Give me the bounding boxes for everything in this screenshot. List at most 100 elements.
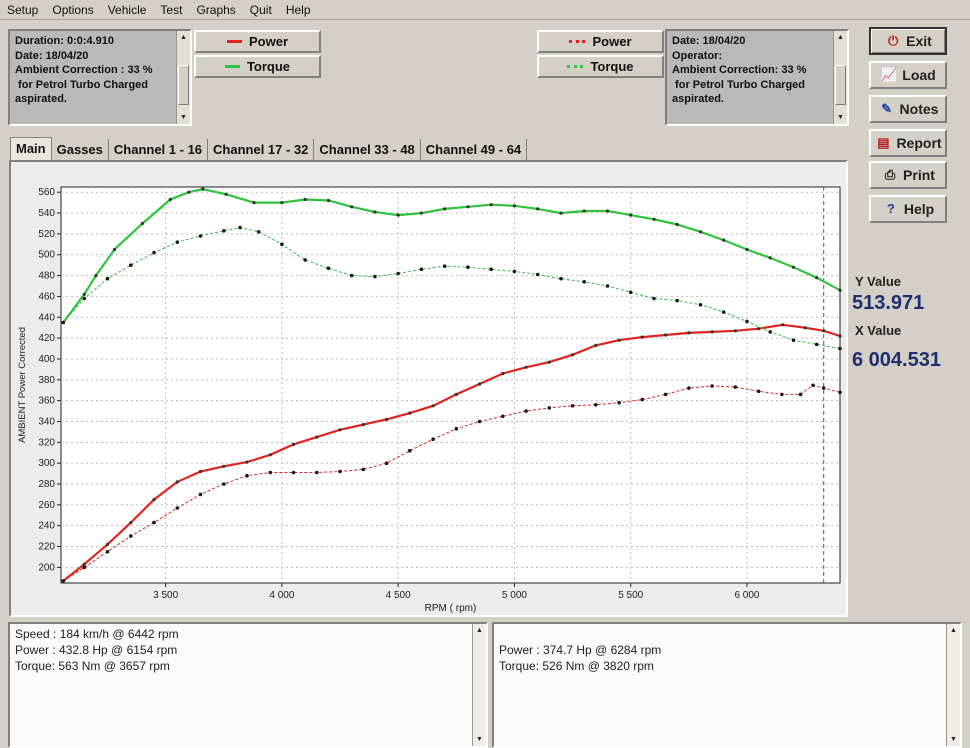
- run-info-right: Date: 18/04/20 Operator: Ambient Correct…: [665, 29, 849, 126]
- data-point: [811, 383, 815, 388]
- data-point: [798, 392, 803, 397]
- x-tick-label: 5 000: [502, 590, 527, 601]
- info-right-line: for Petrol Turbo Charged: [672, 78, 806, 91]
- tab-gasses[interactable]: Gasses: [51, 139, 109, 161]
- data-point: [152, 520, 156, 525]
- help-button[interactable]: ? Help: [869, 195, 947, 223]
- data-point: [198, 234, 203, 238]
- data-point: [628, 290, 633, 295]
- data-point: [82, 292, 86, 296]
- legend-power-button[interactable]: Power: [194, 30, 321, 53]
- data-point: [396, 271, 401, 276]
- data-point: [140, 221, 144, 226]
- data-point: [675, 222, 679, 227]
- menu-help[interactable]: Help: [285, 2, 311, 17]
- scroll-up-icon[interactable]: ▲: [950, 627, 957, 634]
- load-button[interactable]: 📈 Load: [869, 61, 947, 89]
- data-point: [454, 392, 458, 396]
- data-point: [478, 382, 482, 386]
- data-point: [466, 265, 470, 269]
- data-point: [82, 565, 87, 570]
- y-tick-label: 480: [38, 271, 55, 282]
- y-axis-label: AMBIENT Power Corrected: [17, 327, 28, 443]
- data-point: [617, 400, 621, 405]
- scroll-down-icon[interactable]: ▼: [950, 736, 957, 743]
- x-value: 6 004.531: [852, 349, 941, 371]
- tab-channel-33-48[interactable]: Channel 33 - 48: [314, 139, 421, 161]
- menu-test[interactable]: Test: [160, 2, 183, 17]
- x-axis-label: RPM ( rpm): [425, 603, 477, 614]
- data-point: [112, 247, 117, 252]
- data-point: [442, 264, 447, 268]
- tab-channel-49-64[interactable]: Channel 49 - 64: [420, 139, 528, 161]
- data-point: [168, 197, 172, 202]
- scroll-thumb[interactable]: [835, 65, 846, 105]
- plot-area: [60, 186, 841, 584]
- tab-channel-17-32[interactable]: Channel 17 - 32: [208, 139, 315, 161]
- data-point: [838, 334, 842, 338]
- data-point: [303, 258, 308, 262]
- legend-torque-run2-button[interactable]: Torque: [537, 55, 664, 78]
- data-point: [757, 327, 761, 331]
- data-point: [722, 238, 726, 242]
- data-point: [82, 562, 86, 566]
- scroll-down-icon[interactable]: ▼: [476, 736, 483, 743]
- data-point: [791, 265, 796, 269]
- legend-torque-button[interactable]: Torque: [194, 55, 321, 78]
- data-point: [384, 461, 389, 466]
- scroll-up-icon[interactable]: ▲: [180, 34, 187, 41]
- data-point: [629, 213, 633, 217]
- data-point: [791, 338, 796, 342]
- data-point: [524, 409, 528, 413]
- data-point: [431, 404, 435, 408]
- stats-right-scrollbar[interactable]: ▲ ▼: [946, 624, 960, 746]
- y-tick-label: 440: [38, 312, 55, 323]
- exit-icon: ⏻: [888, 33, 899, 48]
- menu-graphs[interactable]: Graphs: [196, 2, 236, 17]
- scroll-down-icon[interactable]: ▼: [837, 114, 844, 121]
- chart-panel: 200 220 240 260 280 300 320 340 360 380 400 420 440 4…: [9, 160, 848, 617]
- legend-power-run2-button[interactable]: Power: [537, 30, 664, 53]
- data-point: [326, 266, 331, 271]
- data-point: [245, 473, 249, 478]
- help-label: Help: [903, 201, 935, 217]
- data-point: [338, 428, 342, 432]
- load-label: Load: [902, 67, 936, 83]
- dyno-chart[interactable]: 200 220 240 260 280 300 320 340 360 380 400 420 440 4…: [11, 162, 846, 615]
- data-point: [152, 250, 156, 255]
- exit-button[interactable]: ⏻ Exit: [869, 27, 947, 55]
- data-point: [252, 201, 256, 205]
- print-button[interactable]: ⎙ Print: [869, 161, 947, 189]
- data-point: [803, 326, 807, 330]
- y-tick-label: 520: [38, 229, 55, 240]
- menu-bar: Setup Options Vehicle Test Graphs Quit H…: [0, 0, 970, 20]
- data-point: [315, 435, 319, 439]
- menu-setup[interactable]: Setup: [7, 2, 39, 17]
- data-point: [61, 579, 66, 583]
- tab-main[interactable]: Main: [10, 137, 52, 161]
- scroll-down-icon[interactable]: ▼: [180, 114, 187, 121]
- y-tick-label: 340: [38, 416, 55, 427]
- data-point: [256, 230, 261, 234]
- data-point: [280, 201, 284, 205]
- data-point: [814, 342, 819, 347]
- info-right-scrollbar[interactable]: ▲ ▼: [833, 31, 847, 124]
- menu-vehicle[interactable]: Vehicle: [107, 2, 147, 17]
- notes-button[interactable]: ✎ Notes: [869, 95, 947, 123]
- legend-torque-run2-label: Torque: [590, 59, 634, 74]
- menu-options[interactable]: Options: [52, 2, 94, 17]
- data-point: [698, 303, 703, 307]
- data-point: [710, 384, 714, 388]
- menu-quit[interactable]: Quit: [249, 2, 272, 17]
- stats-left-scrollbar[interactable]: ▲ ▼: [472, 624, 486, 746]
- info-left-scrollbar[interactable]: ▲ ▼: [176, 31, 190, 124]
- data-point: [61, 320, 66, 325]
- data-point: [675, 298, 679, 303]
- data-point: [640, 335, 644, 339]
- scroll-up-icon[interactable]: ▲: [837, 34, 844, 41]
- data-point: [570, 404, 575, 408]
- scroll-up-icon[interactable]: ▲: [476, 627, 483, 634]
- report-button[interactable]: ▤ Report: [869, 129, 947, 157]
- scroll-thumb[interactable]: [178, 65, 189, 105]
- tab-channel-1-16[interactable]: Channel 1 - 16: [108, 139, 209, 161]
